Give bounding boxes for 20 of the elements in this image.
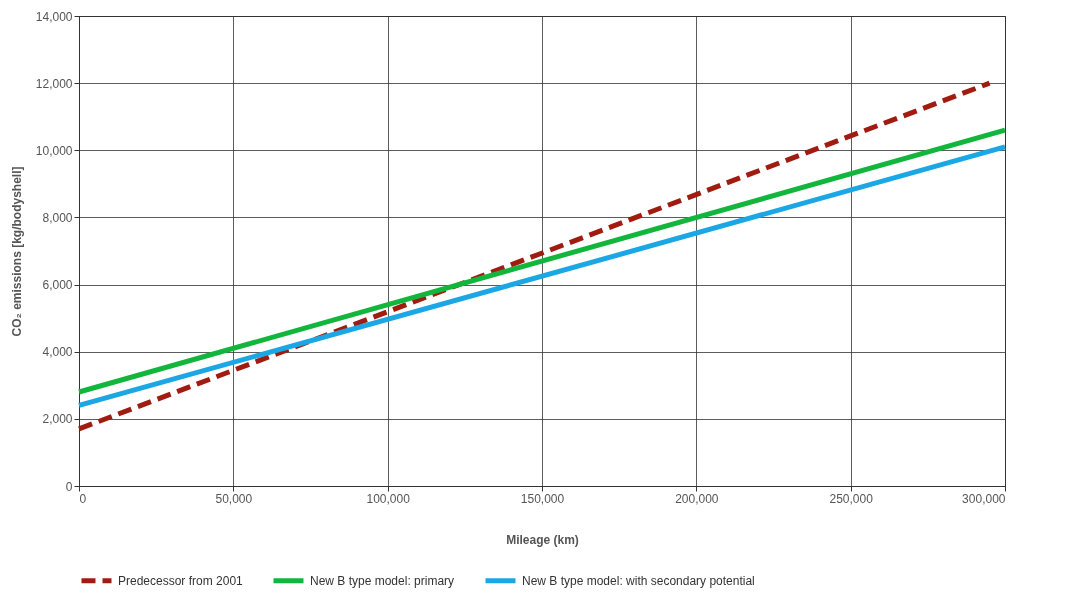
x-tick-label: 250,000 (829, 491, 874, 506)
y-tick-label: 6,000 (42, 278, 73, 293)
x-tick-label: 300,000 (962, 491, 1006, 506)
y-tick-label: 14,000 (35, 9, 73, 24)
legend-label: New B type model: with secondary potential (522, 573, 755, 588)
y-tick-label: 10,000 (35, 143, 73, 158)
y-tick-label: 2,000 (42, 412, 73, 427)
legend-label: New B type model: primary (310, 573, 455, 588)
x-tick-label: 150,000 (520, 491, 565, 506)
x-tick-label: 0 (79, 491, 87, 506)
y-tick-label: 12,000 (35, 76, 73, 91)
y-tick-label: 0 (65, 479, 73, 494)
y-tick-label: 8,000 (42, 210, 73, 225)
x-tick-label: 200,000 (675, 491, 719, 506)
x-tick-label: 50,000 (215, 491, 253, 506)
y-axis-title: CO₂ emissions [kg/bodyshell] (9, 166, 24, 337)
x-tick-label: 100,000 (366, 491, 411, 506)
y-tick-label: 4,000 (42, 345, 73, 360)
legend-label: Predecessor from 2001 (118, 573, 244, 588)
x-axis-title: Mileage (km) (506, 532, 579, 547)
